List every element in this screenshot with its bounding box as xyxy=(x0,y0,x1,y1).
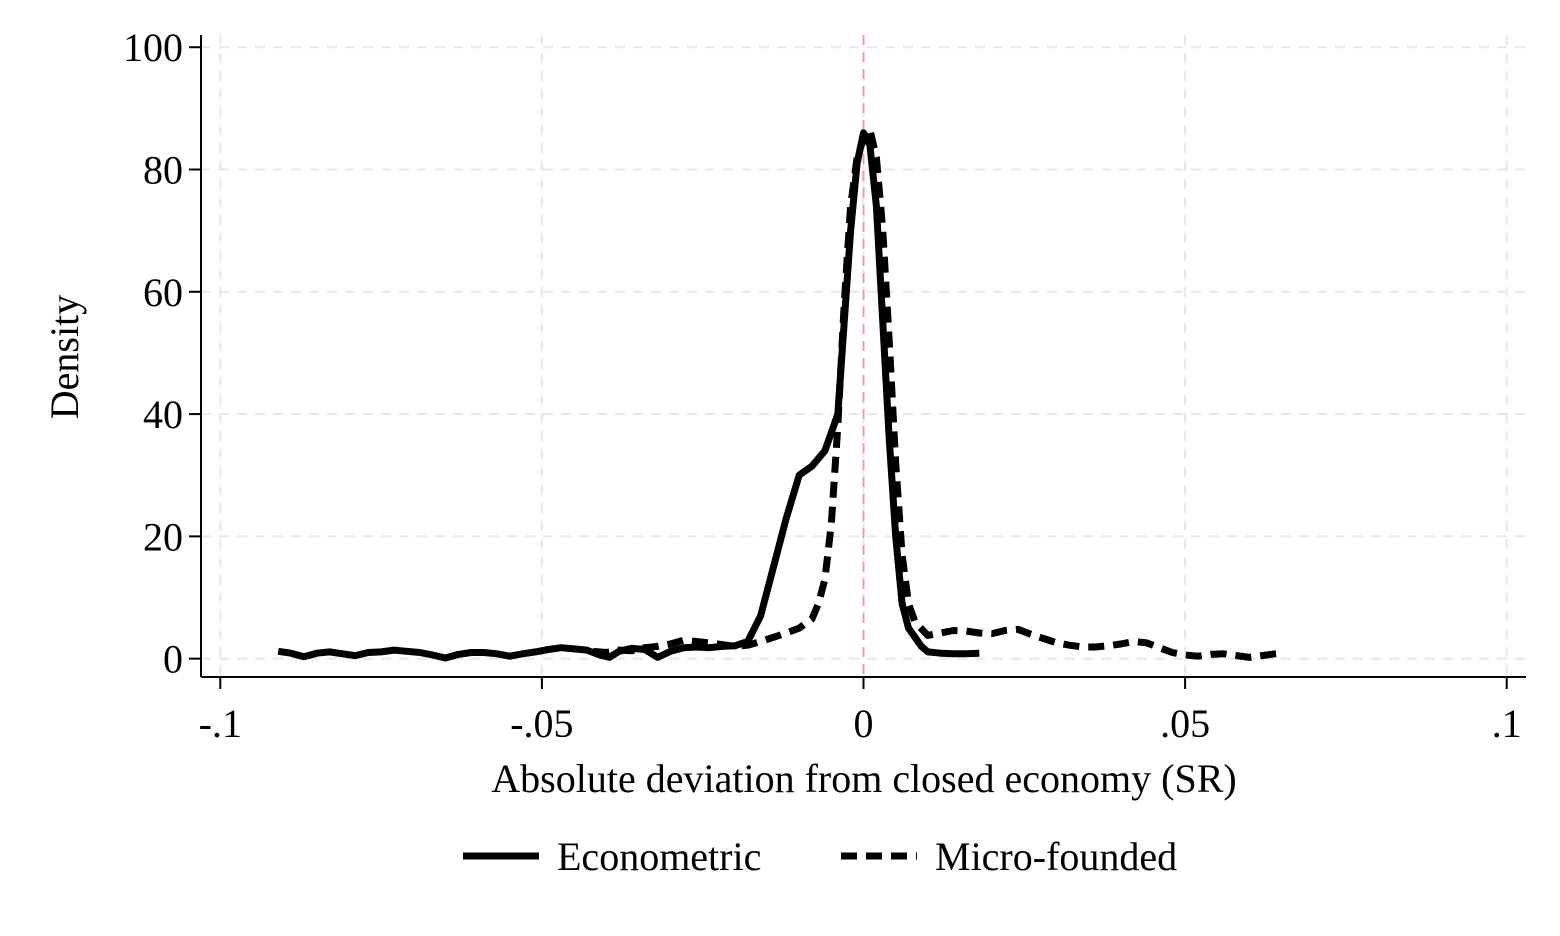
legend-label: Micro-founded xyxy=(935,834,1177,879)
x-axis-title: Absolute deviation from closed economy (… xyxy=(491,756,1236,801)
axes-layer: 0 20 40 60 80 100 -.1 -.05 0 .05 .1 xyxy=(123,25,1526,746)
x-tick-label: 0 xyxy=(854,701,874,746)
legend-label: Econometric xyxy=(557,834,761,879)
x-tick-label: -.1 xyxy=(199,701,242,746)
y-axis-title: Density xyxy=(42,295,87,419)
grid-layer xyxy=(201,35,1526,677)
series-layer xyxy=(277,126,1282,662)
series-line-micro-founded xyxy=(593,126,1282,661)
x-tick-label: -.05 xyxy=(510,701,573,746)
y-tick-label: 60 xyxy=(143,270,183,315)
y-tick-label: 40 xyxy=(143,392,183,437)
y-tick-label: 80 xyxy=(143,148,183,193)
y-tick-label: 0 xyxy=(163,637,183,682)
y-tick-label: 100 xyxy=(123,25,183,70)
legend: Econometric Micro-founded xyxy=(463,834,1177,879)
x-tick-label: .05 xyxy=(1160,701,1210,746)
series-line-econometric xyxy=(277,129,980,662)
x-tick-label: .1 xyxy=(1492,701,1522,746)
y-tick-label: 20 xyxy=(143,514,183,559)
